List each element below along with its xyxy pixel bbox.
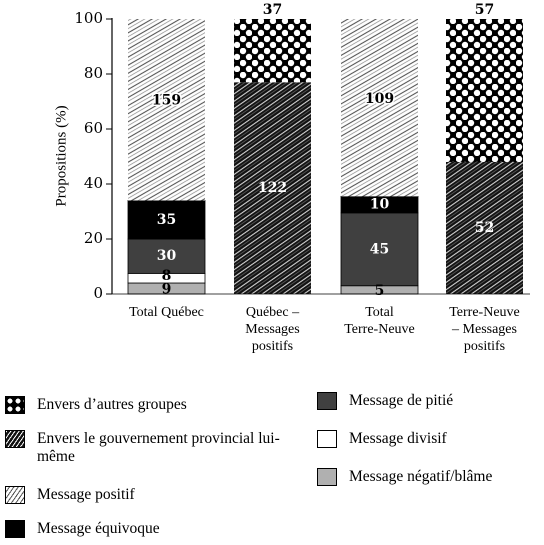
legend-label: Message équivoque: [37, 520, 160, 537]
data-label: 8: [162, 268, 172, 284]
bar-segment-pitie: [340, 212, 419, 287]
bar-segment-positif: [341, 19, 418, 197]
legend-label: Message négatif/blâme: [349, 468, 493, 485]
data-label: 57: [475, 2, 494, 18]
category-label: Terre-Neuve: [344, 322, 415, 337]
category-label: Terre-Neuve: [449, 305, 520, 320]
legend-item-autres: Envers d’autres groupes: [5, 396, 297, 414]
category-label: Total Québec: [129, 305, 204, 320]
y-tick-label: 40: [84, 174, 103, 192]
bar-segment-autres: [234, 19, 311, 83]
legend-item-pitie: Message de pitié: [317, 392, 544, 410]
bar-segment-gouvernement: [446, 162, 523, 294]
legend-swatch: [5, 430, 25, 448]
data-label: 122: [258, 180, 287, 196]
data-label: 5: [375, 283, 385, 299]
data-label: 37: [263, 2, 282, 18]
category-label: Québec –: [246, 305, 300, 320]
legend-swatch: [5, 396, 25, 414]
data-label: 30: [157, 248, 177, 264]
data-label: 109: [365, 91, 394, 107]
legend-label: Envers le gouvernement provincial lui-mê…: [37, 430, 280, 465]
legend-swatch: [5, 520, 25, 538]
legend-item-equivoque: Message équivoque: [5, 520, 297, 538]
bar-segment-equivoque: [127, 200, 206, 240]
bar-segment-gouvernement: [234, 82, 311, 294]
category-label: Total: [365, 305, 394, 320]
data-label: 9: [162, 282, 172, 298]
bar-segment-autres: [446, 19, 523, 162]
data-label: 52: [475, 220, 494, 236]
bar-segment-positif: [128, 19, 205, 201]
legend-label: Message divisif: [349, 430, 447, 447]
y-tick-label: 100: [74, 9, 103, 27]
y-tick-label: 20: [84, 229, 103, 247]
data-label: 159: [152, 93, 181, 109]
stacked-bar-chart: 0 20 40 60 80 100 Propositions (%) 98 30 35 159 1…: [53, 2, 530, 354]
legend-swatch: [5, 486, 25, 504]
y-axis-label: Propositions (%): [53, 105, 69, 206]
data-label: 10: [370, 197, 390, 213]
legend-item-gouvernement: Envers le gouvernement provincial lui-mê…: [5, 430, 297, 466]
legend-label: Message de pitié: [349, 392, 454, 409]
legend-swatch: [317, 430, 337, 448]
category-label: Messages: [245, 322, 299, 337]
y-tick-label: 80: [84, 64, 103, 82]
data-label: 45: [370, 241, 389, 257]
category-label: – Messages: [451, 322, 517, 337]
y-tick-label: 60: [84, 119, 103, 137]
legend-label: Envers d’autres groupes: [37, 396, 187, 413]
category-label: positifs: [464, 339, 505, 354]
legend-swatch: [317, 392, 337, 410]
legend-item-positif: Message positif: [5, 486, 297, 504]
legend-swatch: [317, 468, 337, 486]
y-tick-label: 0: [93, 284, 103, 302]
bar-segment-pitie: [127, 238, 206, 274]
legend-label: Message positif: [37, 486, 135, 503]
legend-item-negatif: Message négatif/blâme: [317, 468, 544, 486]
data-label: 35: [157, 212, 176, 228]
legend: Envers d’autres groupes Envers le gouvern…: [0, 384, 544, 544]
legend-item-divisif: Message divisif: [317, 430, 544, 448]
category-label: positifs: [252, 339, 293, 354]
